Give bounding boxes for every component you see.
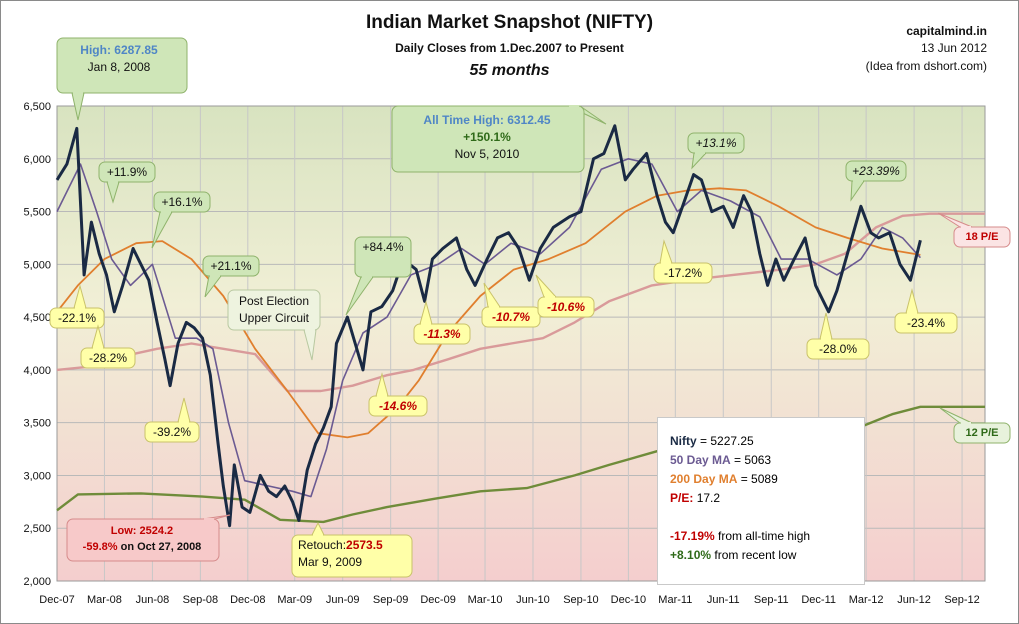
x-tick-label: Jun-08	[136, 594, 170, 606]
stat-pe: P/E: 17.2	[670, 491, 721, 505]
bubble-rally	[202, 255, 260, 298]
x-tick-label: Sep-10	[563, 594, 598, 606]
chart-date: 13 Jun 2012	[920, 41, 987, 55]
decline-label: -10.7%	[491, 310, 531, 324]
y-tick-label: 3,500	[23, 418, 51, 430]
chart-title: Indian Market Snapshot (NIFTY)	[365, 12, 654, 33]
rally-label: +23.39%	[852, 164, 900, 178]
y-tick-label: 6,500	[23, 101, 51, 113]
bubble-low-2008	[66, 514, 231, 562]
series-nifty	[55, 124, 922, 528]
y-tick-label: 2,000	[23, 576, 51, 588]
bubble-decline	[894, 288, 958, 334]
y-tick-label: 3,000	[23, 470, 51, 482]
bubble-rally	[345, 236, 412, 316]
x-tick-label: Sep-11	[754, 594, 789, 606]
rally-label: +16.1%	[161, 195, 203, 209]
bubble-rally	[98, 161, 156, 204]
callout-post-election: Post Election Upper Circuit	[238, 294, 310, 325]
stat-ma50: 50 Day MA = 5063	[670, 453, 772, 467]
decline-label: -23.4%	[906, 316, 946, 330]
decline-label: -39.2%	[152, 425, 192, 439]
bubble-decline	[481, 282, 541, 328]
bubble-decline	[49, 284, 105, 329]
bubble-decline	[144, 397, 200, 443]
bubble-rally	[687, 132, 745, 170]
x-tick-label: Mar-09	[277, 594, 312, 606]
chart-span: 55 months	[469, 62, 550, 79]
callout-high-2008: High: 6287.85 Jan 8, 2008	[80, 43, 158, 74]
bubble-decline	[368, 372, 428, 417]
stat-from-high: -17.19% from all-time high	[670, 529, 811, 543]
stats-box: Nifty = 5227.25 50 Day MA = 5063 200 Day…	[657, 417, 865, 585]
decline-label: -28.0%	[818, 342, 858, 356]
y-tick-label: 6,000	[23, 154, 51, 166]
rally-label: +13.1%	[695, 136, 737, 150]
x-tick-label: Dec-09	[420, 594, 455, 606]
x-tick-label: Dec-07	[39, 594, 74, 606]
decline-label: -22.1%	[57, 311, 97, 325]
callout-shapes	[49, 37, 1011, 578]
rally-label: +21.1%	[210, 259, 252, 273]
pe12-label: 12 P/E	[965, 427, 999, 439]
bubble-rally	[151, 191, 211, 249]
decline-label: -10.6%	[546, 300, 586, 314]
pe18-label: 18 P/E	[965, 231, 999, 243]
chart-subtitle: Daily Closes from 1.Dec.2007 to Present	[395, 41, 624, 55]
y-tick-label: 4,500	[23, 312, 51, 324]
x-tick-label: Sep-08	[183, 594, 218, 606]
x-tick-label: Dec-11	[801, 594, 836, 606]
bubble-pe12	[939, 407, 1011, 444]
bubble-retouch	[291, 521, 413, 578]
stat-ma200: 200 Day MA = 5089	[670, 472, 778, 486]
bubble-pe18	[937, 212, 1011, 248]
stat-from-low: +8.10% from recent low	[670, 548, 797, 562]
x-tick-label: Sep-12	[944, 594, 979, 606]
bubble-decline	[413, 300, 471, 345]
callout-retouch: Retouch:2573.5 Mar 9, 2009	[298, 538, 383, 569]
decline-label: -17.2%	[663, 266, 703, 280]
decline-label: -28.2%	[88, 351, 128, 365]
decline-label: -14.6%	[378, 399, 418, 413]
bubble-rally	[845, 160, 907, 202]
x-tick-label: Jun-09	[326, 594, 360, 606]
y-tick-label: 5,000	[23, 259, 51, 271]
bubble-decline	[535, 274, 595, 318]
x-tick-label: Sep-09	[373, 594, 408, 606]
x-tick-label: Mar-12	[849, 594, 884, 606]
x-tick-label: Mar-11	[658, 594, 692, 606]
decline-label: -11.3%	[423, 327, 461, 341]
x-axis: Dec-07 Mar-08 Jun-08 Sep-08 Dec-08 Mar-09 Jun-…	[39, 594, 980, 606]
callout-low-2008: Low: 2524.2 -59.8% on Oct 27, 2008	[82, 525, 202, 553]
idea-credit: (Idea from dshort.com)	[865, 59, 987, 73]
y-tick-label: 5,500	[23, 207, 51, 219]
rally-label: +11.9%	[106, 165, 148, 179]
bubble-decline	[653, 239, 713, 284]
y-axis: 2,000 2,500 3,000 3,500 4,000 4,500 5,000 5,500…	[23, 101, 51, 588]
bubble-decline	[80, 324, 136, 369]
bubble-decline	[806, 312, 870, 360]
bubble-all-time-high	[391, 105, 607, 173]
x-tick-label: Dec-10	[611, 594, 646, 606]
y-tick-label: 4,000	[23, 365, 51, 377]
y-tick-label: 2,500	[23, 523, 51, 535]
x-tick-label: Mar-10	[468, 594, 503, 606]
bubble-high-2008	[56, 37, 188, 121]
x-tick-label: Mar-08	[87, 594, 122, 606]
callout-all-time-high: All Time High: 6312.45 +150.1% Nov 5, 20…	[423, 113, 551, 161]
x-tick-label: Dec-08	[230, 594, 265, 606]
x-tick-label: Jun-11	[707, 594, 740, 606]
site-credit: capitalmind.in	[906, 24, 987, 38]
bubble-post-election	[227, 289, 321, 361]
x-tick-label: Jun-12	[897, 594, 931, 606]
series-50-day-ma	[56, 158, 921, 498]
stat-nifty: Nifty = 5227.25	[670, 434, 754, 448]
x-tick-label: Jun-10	[516, 594, 550, 606]
rally-label: +84.4%	[362, 240, 404, 254]
